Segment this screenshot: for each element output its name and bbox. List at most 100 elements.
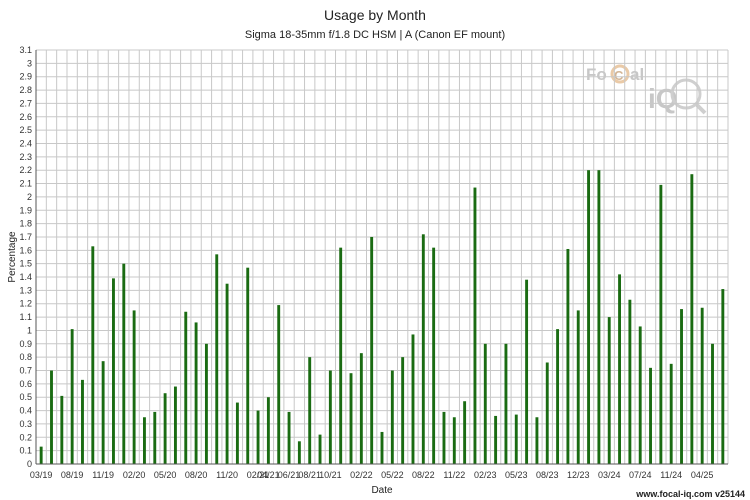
y-tick-label: 0.1	[19, 446, 32, 456]
footer-credit: www.focal-iq.com v25144	[635, 489, 745, 499]
y-tick-label: 2.1	[19, 179, 32, 189]
bar	[669, 363, 673, 464]
y-tick-label: 1.7	[19, 232, 32, 242]
bar	[494, 415, 498, 464]
bar	[411, 334, 415, 464]
chart-subtitle: Sigma 18-35mm f/1.8 DC HSM | A (Canon EF…	[245, 29, 505, 41]
x-tick-label: 08/19	[61, 470, 84, 480]
bar	[184, 311, 188, 464]
bar	[308, 357, 312, 464]
x-tick-label: 12/23	[567, 470, 590, 480]
bar	[649, 367, 652, 464]
logo-text-fo: Fo	[586, 65, 607, 84]
bar	[60, 395, 64, 464]
x-tick-label: 02/21	[247, 470, 270, 480]
x-tick-label: 02/22	[350, 470, 373, 480]
bar	[132, 310, 136, 464]
bar	[143, 417, 146, 464]
bar	[122, 263, 126, 464]
bar	[39, 446, 43, 464]
y-tick-label: 0	[27, 459, 32, 469]
bar	[628, 299, 632, 464]
logo-text-al: al	[630, 65, 644, 84]
bar	[473, 187, 477, 464]
x-tick-labels: 03/19 08/19 11/19 02/20 05/20 08/20 11/20 02/21…	[30, 470, 714, 480]
bar	[70, 329, 74, 464]
y-tick-label: 0.7	[19, 366, 32, 376]
x-tick-label: 02/20	[123, 470, 146, 480]
x-tick-label: 05/22	[381, 470, 404, 480]
y-tick-label: 1.8	[19, 219, 32, 229]
x-tick-label: 11/20	[216, 470, 238, 480]
bar	[194, 322, 198, 464]
bar	[401, 357, 405, 464]
y-tick-label: 1.2	[19, 299, 32, 309]
bar	[597, 170, 601, 464]
y-tick-label: 2.2	[19, 165, 32, 175]
y-tick-label: 1.3	[19, 285, 32, 295]
y-tick-label: 2.9	[19, 72, 32, 82]
bar	[700, 307, 704, 464]
bar	[101, 361, 105, 464]
bar	[235, 402, 239, 464]
bar	[587, 170, 591, 464]
x-tick-label: 05/23	[505, 470, 528, 480]
y-tick-label: 2.4	[19, 138, 32, 148]
bar	[112, 278, 115, 464]
x-tick-label: 11/24	[660, 470, 682, 480]
bar	[256, 410, 260, 464]
y-tick-label: 1.9	[19, 205, 32, 215]
x-tick-label: 04/21	[257, 470, 280, 480]
bar	[328, 370, 332, 464]
bar	[266, 397, 270, 464]
bar	[380, 431, 384, 464]
x-tick-label: 03/24	[598, 470, 621, 480]
bar	[721, 289, 725, 464]
x-tick-label: 11/22	[443, 470, 465, 480]
bar	[318, 434, 322, 464]
y-tick-label: 0.6	[19, 379, 32, 389]
bar	[504, 343, 508, 464]
bar	[297, 441, 301, 464]
bar	[535, 417, 539, 464]
y-tick-label: 1.5	[19, 259, 32, 269]
bar	[359, 353, 363, 464]
y-tick-label: 2.7	[19, 98, 32, 108]
bars-group	[39, 170, 725, 465]
x-tick-label: 08/22	[412, 470, 435, 480]
y-tick-label: 0.5	[19, 392, 32, 402]
bar	[421, 234, 425, 464]
magnifier-icon	[670, 78, 702, 110]
bar	[277, 305, 281, 464]
bar	[452, 417, 456, 464]
y-tick-label: 2.6	[19, 112, 32, 122]
bar	[690, 174, 694, 464]
y-tick-label: 2.5	[19, 125, 32, 135]
x-tick-label: 08/20	[185, 470, 208, 480]
y-tick-label: 2	[27, 192, 32, 202]
bar	[370, 236, 374, 464]
y-tick-label: 0.9	[19, 339, 32, 349]
bar	[153, 411, 157, 464]
y-tick-label: 2.3	[19, 152, 32, 162]
x-tick-label: 07/24	[629, 470, 652, 480]
y-tick-label: 0.8	[19, 352, 32, 362]
bar	[525, 279, 529, 464]
bar	[287, 411, 291, 464]
bar	[225, 283, 229, 464]
bar	[607, 317, 611, 464]
bar	[442, 411, 446, 464]
bar	[463, 401, 467, 464]
y-tick-label: 1.1	[19, 312, 32, 322]
bar	[204, 343, 208, 464]
y-tick-label: 2.8	[19, 85, 32, 95]
bar	[638, 326, 642, 464]
bar	[349, 373, 353, 464]
x-tick-label: 03/19	[30, 470, 53, 480]
bar	[173, 386, 177, 464]
bar	[514, 414, 518, 464]
bar	[545, 362, 549, 464]
bar	[659, 184, 663, 465]
bar	[215, 254, 219, 464]
